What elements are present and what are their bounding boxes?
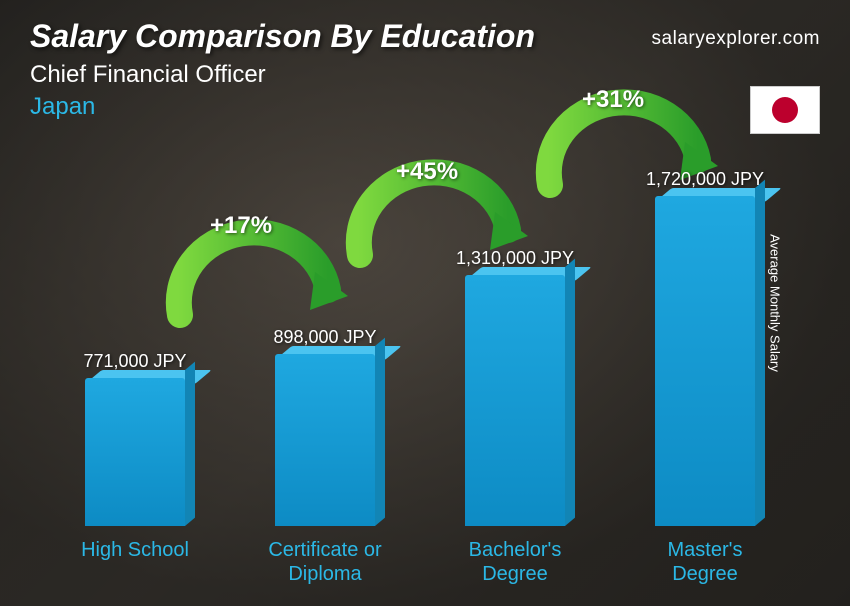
bar-value-label: 1,310,000 JPY <box>456 248 574 269</box>
container: Salary Comparison By Education Chief Fin… <box>0 0 850 606</box>
bar-side-face <box>185 362 195 526</box>
brand-flag-group: salaryexplorer.com <box>652 18 820 134</box>
bar-side-face <box>755 180 765 526</box>
flag-japan <box>750 86 820 134</box>
x-axis-label: Bachelor'sDegree <box>420 538 610 586</box>
bar <box>275 354 375 526</box>
x-labels-container: High SchoolCertificate orDiplomaBachelor… <box>40 538 800 586</box>
title-block: Salary Comparison By Education Chief Fin… <box>30 18 652 121</box>
bar-group: 1,720,000 JPY <box>610 169 800 526</box>
bar <box>655 196 755 526</box>
chart-country: Japan <box>30 93 652 121</box>
bar-front-face <box>465 275 565 526</box>
x-axis-label: Certificate orDiploma <box>230 538 420 586</box>
bar-side-face <box>375 338 385 526</box>
chart-title: Salary Comparison By Education <box>30 18 652 55</box>
increase-percent-label: +31% <box>582 86 644 114</box>
bar-group: 771,000 JPY <box>40 351 230 526</box>
bar-front-face <box>275 354 375 526</box>
bar-side-face <box>565 259 575 526</box>
bar-value-label: 898,000 JPY <box>273 327 376 348</box>
x-axis-label: Master'sDegree <box>610 538 800 586</box>
chart-area: +17%+45%+31% 771,000 JPY898,000 JPY1,310… <box>40 130 800 586</box>
chart-subtitle: Chief Financial Officer <box>30 61 652 89</box>
bar-front-face <box>655 196 755 526</box>
flag-dot <box>772 97 798 123</box>
bar-front-face <box>85 378 185 526</box>
brand-label: salaryexplorer.com <box>652 28 820 50</box>
bar-value-label: 771,000 JPY <box>83 351 186 372</box>
bars-container: 771,000 JPY 898,000 JPY 1,310,000 JPY 1,720… <box>40 130 800 526</box>
bar <box>465 275 565 526</box>
header: Salary Comparison By Education Chief Fin… <box>30 18 820 134</box>
x-axis-label: High School <box>40 538 230 586</box>
bar-value-label: 1,720,000 JPY <box>646 169 764 190</box>
bar-group: 898,000 JPY <box>230 327 420 526</box>
bar <box>85 378 185 526</box>
bar-group: 1,310,000 JPY <box>420 248 610 526</box>
